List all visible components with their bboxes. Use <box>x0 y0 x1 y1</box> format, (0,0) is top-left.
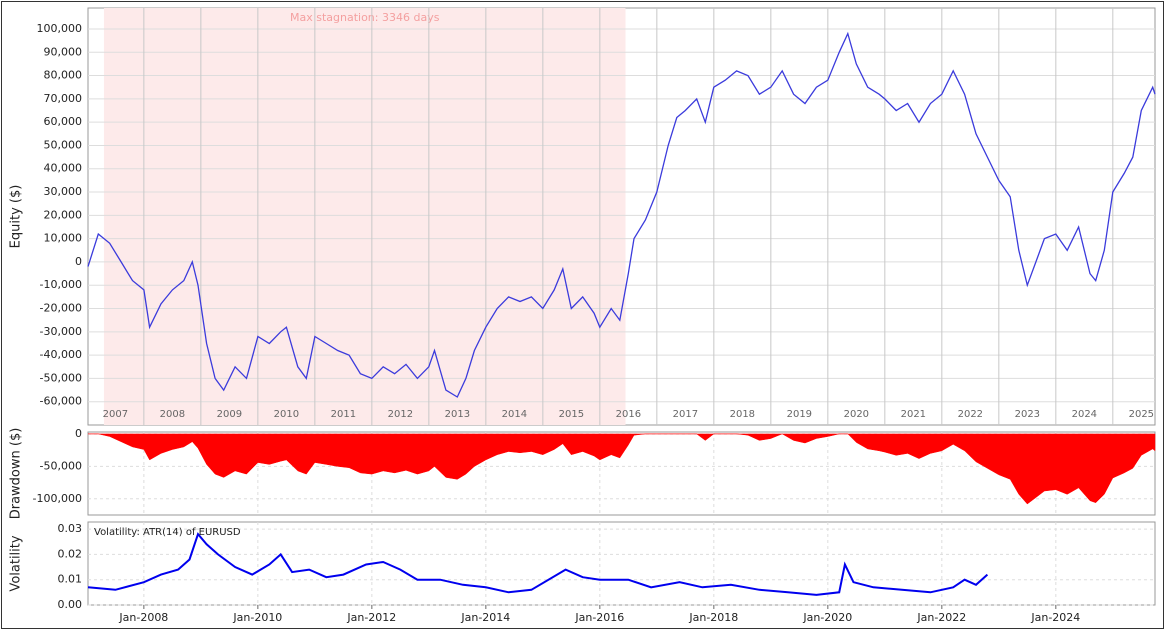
year-label: 2012 <box>388 409 413 420</box>
y-tick-label: 40,000 <box>44 162 83 175</box>
x-tick-label: Jan-2020 <box>802 611 852 624</box>
year-label: 2013 <box>445 409 470 420</box>
x-tick-label: Jan-2010 <box>232 611 282 624</box>
year-label: 2019 <box>787 409 812 420</box>
y-tick-label: -20,000 <box>40 302 82 315</box>
x-tick-label: Jan-2022 <box>916 611 966 624</box>
y-tick-label: -30,000 <box>40 325 82 338</box>
year-label: 2022 <box>958 409 983 420</box>
x-tick-label: Jan-2018 <box>688 611 738 624</box>
y-tick-label: 70,000 <box>44 92 83 105</box>
year-label: 2010 <box>274 409 299 420</box>
y-axis-label: Drawdown ($) <box>9 428 24 520</box>
year-label: 2011 <box>331 409 356 420</box>
year-label: 2008 <box>160 409 185 420</box>
y-tick-label: 0.02 <box>58 547 83 560</box>
y-tick-label: 100,000 <box>37 22 83 35</box>
year-label: 2023 <box>1015 409 1040 420</box>
y-tick-label: 0 <box>75 255 82 268</box>
year-label: 2024 <box>1072 409 1097 420</box>
year-label: 2014 <box>502 409 527 420</box>
y-tick-label: 0.00 <box>58 598 83 611</box>
y-tick-label: 0.01 <box>58 573 83 586</box>
y-tick-label: -10,000 <box>40 278 82 291</box>
year-label: 2021 <box>901 409 926 420</box>
legend-label: Volatility: ATR(14) of EURUSD <box>94 527 241 538</box>
year-label: 2017 <box>673 409 698 420</box>
y-tick-label: 0 <box>75 427 82 440</box>
y-axis-label: Volatility <box>9 535 24 591</box>
y-tick-label: 30,000 <box>44 185 83 198</box>
y-tick-label: 10,000 <box>44 232 83 245</box>
stagnation-label: Max stagnation: 3346 days <box>290 11 440 24</box>
year-label: 2025 <box>1129 409 1154 420</box>
year-label: 2015 <box>559 409 584 420</box>
x-tick-label: Jan-2008 <box>118 611 168 624</box>
year-label: 2016 <box>616 409 641 420</box>
y-tick-label: 20,000 <box>44 208 83 221</box>
series-line <box>87 532 989 596</box>
y-tick-label: 0.03 <box>58 522 83 535</box>
x-tick-label: Jan-2014 <box>460 611 510 624</box>
y-tick-label: 60,000 <box>44 115 83 128</box>
y-axis-label: Equity ($) <box>9 185 24 249</box>
y-tick-label: -50,000 <box>40 459 82 472</box>
y-tick-label: -50,000 <box>40 371 82 384</box>
year-label: 2018 <box>730 409 755 420</box>
y-tick-label: 80,000 <box>44 69 83 82</box>
x-tick-label: Jan-2012 <box>346 611 396 624</box>
equity-line <box>87 31 1156 398</box>
y-tick-label: 50,000 <box>44 138 83 151</box>
year-label: 2020 <box>844 409 869 420</box>
x-tick-label: Jan-2024 <box>1030 611 1080 624</box>
y-tick-label: -40,000 <box>40 348 82 361</box>
year-label: 2009 <box>217 409 242 420</box>
x-tick-label: Jan-2016 <box>574 611 624 624</box>
y-tick-label: -100,000 <box>33 492 82 505</box>
y-tick-label: -60,000 <box>40 395 82 408</box>
plot-area <box>87 521 1156 606</box>
drawdown-area <box>87 433 1156 505</box>
y-tick-label: 90,000 <box>44 45 83 58</box>
stagnation-band <box>103 8 626 425</box>
year-label: 2007 <box>103 409 128 420</box>
